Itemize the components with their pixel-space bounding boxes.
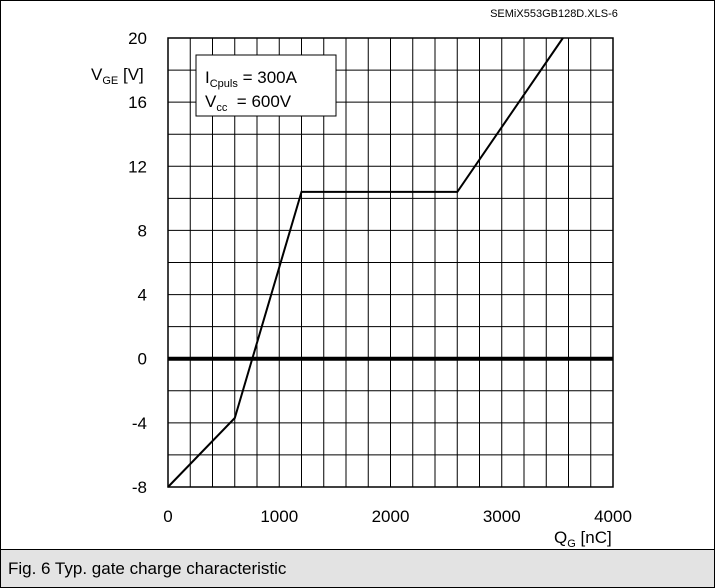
gate-charge-chart: SEMiX553GB128D.XLS-6 -8 -4 0 4 8 12 16 20 0 1000… (91, 8, 632, 549)
x-tick-label: 4000 (594, 507, 632, 526)
file-label: SEMiX553GB128D.XLS-6 (490, 8, 618, 20)
x-tick-label: 1000 (260, 507, 298, 526)
y-tick-label: 20 (128, 29, 147, 48)
y-tick-label: 16 (128, 93, 147, 112)
plot-area-border (167, 37, 614, 488)
x-tick-label: 3000 (483, 507, 521, 526)
y-tick-label: -4 (132, 414, 147, 433)
series-line (167, 37, 564, 488)
x-tick-labels: 0 1000 2000 3000 4000 (163, 507, 632, 526)
x-tick-label: 0 (163, 507, 172, 526)
x-axis-label: QG [nC] (554, 528, 612, 549)
caption-bar: Fig. 6 Typ. gate charge characteristic (1, 549, 714, 587)
y-axis-label: VGE [V] (91, 65, 144, 87)
y-tick-label: -8 (132, 478, 147, 497)
x-tick-label: 2000 (372, 507, 410, 526)
series-layer (167, 37, 564, 488)
legend-line-current: ICpuls = 300A (205, 68, 298, 90)
legend-line-voltage: Vcc = 600V (205, 92, 292, 114)
y-tick-labels: -8 -4 0 4 8 12 16 20 (128, 29, 147, 497)
legend-box-border (195, 54, 337, 117)
figure-caption: Fig. 6 Typ. gate charge characteristic (8, 559, 287, 578)
y-tick-label: 8 (138, 221, 147, 240)
y-tick-label: 0 (138, 350, 147, 369)
y-tick-label: 4 (138, 286, 147, 305)
legend-box: ICpuls = 300A Vcc = 600V (195, 54, 337, 117)
y-tick-label: 12 (128, 157, 147, 176)
